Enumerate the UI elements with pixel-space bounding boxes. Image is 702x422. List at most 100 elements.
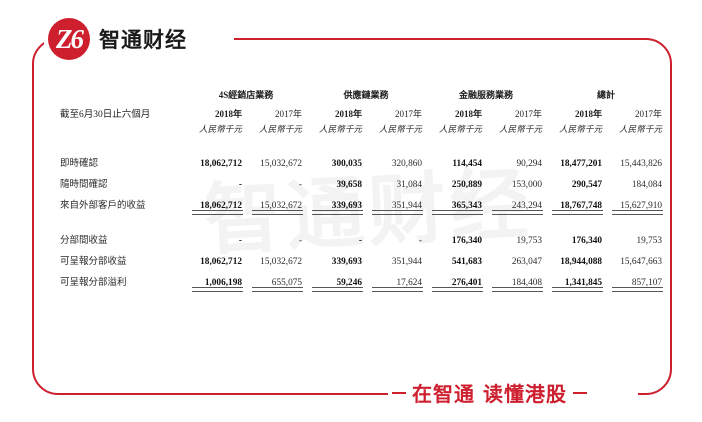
group-header-3: 總計 — [597, 90, 616, 100]
row-label: 即時確認 — [60, 158, 99, 169]
frame-gap-top — [44, 28, 234, 50]
table-cell: 19,753 — [516, 235, 543, 246]
table-row: 分部間收益 - - - - 176,340 19,753 176,340 19,753 — [60, 228, 666, 249]
footer-tagline: 在智通 读懂港股 — [392, 378, 587, 407]
table-cell: 18,477,201 — [560, 158, 603, 169]
financial-table-container: 4S經銷店業務 供應鏈業務 金融服務業務 總計 截至6月30日止六個月 2018… — [60, 88, 666, 292]
table-cell: 114,454 — [452, 158, 483, 169]
table-cell: 18,062,712 — [200, 158, 242, 169]
table-cell: 655,075 — [246, 270, 306, 292]
table-cell: 541,683 — [451, 256, 483, 267]
table-cell: 18,062,712 — [200, 256, 242, 267]
table-cell: 39,658 — [336, 179, 363, 190]
year-header-row: 截至6月30日止六個月 2018年 2017年 2018年 2017年 2018… — [60, 106, 666, 123]
table-cell: 15,032,672 — [260, 256, 303, 267]
table-cell: 176,340 — [571, 235, 603, 246]
logo-glyph: Z6 — [56, 23, 84, 54]
table-cell: 18,944,088 — [560, 256, 603, 267]
table-cell: 18,767,748 — [546, 193, 606, 215]
table-cell: 276,401 — [426, 270, 486, 292]
table-cell: - — [298, 235, 303, 246]
year-header-7: 2017年 — [635, 109, 663, 119]
tagline-dash-left — [392, 391, 406, 394]
period-label: 截至6月30日止六個月 — [60, 110, 151, 120]
unit-header-6: 人民幣千元 — [559, 124, 603, 134]
table-cell: 1,006,198 — [186, 270, 246, 292]
year-header-5: 2017年 — [515, 109, 543, 119]
table-cell: 184,408 — [486, 270, 546, 292]
table-row: 可呈報分部收益 18,062,712 15,032,672 339,693 351,94… — [60, 249, 666, 270]
table-spacer-row — [60, 214, 666, 228]
table-cell: 59,246 — [306, 270, 366, 292]
unit-header-7: 人民幣千元 — [619, 124, 663, 134]
table-cell: 153,000 — [511, 179, 543, 190]
table-cell: 365,343 — [426, 193, 486, 215]
unit-header-0: 人民幣千元 — [199, 124, 242, 134]
group-header-0: 4S經銷店業務 — [218, 90, 274, 100]
group-header-row: 4S經銷店業務 供應鏈業務 金融服務業務 總計 — [60, 88, 666, 106]
year-header-6: 2018年 — [575, 109, 603, 119]
group-header-1: 供應鏈業務 — [343, 90, 389, 100]
table-cell: 90,294 — [516, 158, 543, 169]
table-cell: 339,693 — [331, 256, 363, 267]
table-cell: 17,624 — [366, 270, 426, 292]
table-cell: 18,062,712 — [186, 193, 246, 215]
tagline-text: 在智通 读懂港股 — [412, 382, 567, 406]
unit-header-4: 人民幣千元 — [439, 124, 483, 134]
table-cell: 339,693 — [306, 193, 366, 215]
unit-header-3: 人民幣千元 — [379, 124, 423, 134]
brand-header: Z6 智通财经 — [48, 18, 187, 60]
table-cell: 857,107 — [606, 270, 666, 292]
unit-spacer — [60, 123, 186, 151]
table-row: 來自外部客戶的收益 18,062,712 15,032,672 339,693 351,… — [60, 193, 666, 215]
frame-gap-bottom — [388, 382, 638, 408]
year-header-4: 2018年 — [455, 109, 483, 119]
segment-report-table: 4S經銷店業務 供應鏈業務 金融服務業務 總計 截至6月30日止六個月 2018… — [60, 88, 666, 292]
table-cell: 15,443,826 — [620, 158, 663, 169]
table-cell: - — [298, 179, 303, 190]
brand-name: 智通财经 — [99, 28, 187, 52]
table-cell: 15,032,672 — [260, 158, 303, 169]
table-row: 隨時間確認 - - 39,658 31,084 250,889 153,000 290,547… — [60, 172, 666, 193]
zhitong-logo-icon: Z6 — [48, 18, 90, 60]
row-label: 來自外部客戶的收益 — [60, 200, 146, 211]
table-cell: 15,627,910 — [606, 193, 666, 215]
table-cell: 351,944 — [391, 256, 423, 267]
year-header-3: 2017年 — [395, 109, 423, 119]
table-cell: 15,647,663 — [620, 256, 663, 267]
table-head: 4S經銷店業務 供應鏈業務 金融服務業務 總計 截至6月30日止六個月 2018… — [60, 88, 666, 151]
table-body: 即時確認 18,062,712 15,032,672 300,035 320,860 11… — [60, 151, 666, 292]
table-cell: 15,032,672 — [246, 193, 306, 215]
year-header-1: 2017年 — [275, 109, 303, 119]
row-label: 可呈報分部收益 — [60, 256, 127, 267]
row-label: 可呈報分部溢利 — [60, 277, 127, 288]
table-cell: 351,944 — [366, 193, 426, 215]
unit-header-row: 人民幣千元 人民幣千元 人民幣千元 人民幣千元 人民幣千元 人民幣千元 人民幣千… — [60, 123, 666, 151]
tagline-dash-right — [572, 391, 587, 394]
table-cell: 176,340 — [451, 235, 483, 246]
table-cell: 263,047 — [511, 256, 543, 267]
year-header-0: 2018年 — [214, 109, 242, 119]
table-cell: 1,341,845 — [546, 270, 606, 292]
group-header-2: 金融服務業務 — [459, 90, 514, 100]
table-cell: 290,547 — [571, 179, 603, 190]
table-cell: 184,084 — [631, 179, 663, 190]
table-cell: - — [358, 235, 363, 246]
group-header-spacer — [60, 88, 186, 106]
table-cell: 19,753 — [636, 235, 663, 246]
row-label: 分部間收益 — [60, 235, 108, 246]
table-cell: 243,294 — [486, 193, 546, 215]
table-cell: - — [238, 235, 242, 246]
unit-header-2: 人民幣千元 — [319, 124, 363, 134]
unit-header-5: 人民幣千元 — [499, 124, 543, 134]
unit-header-1: 人民幣千元 — [259, 124, 303, 134]
year-header-2: 2018年 — [335, 109, 363, 119]
table-row: 可呈報分部溢利 1,006,198 655,075 59,246 17,624 276,4… — [60, 270, 666, 292]
table-cell: 300,035 — [331, 158, 363, 169]
table-row: 即時確認 18,062,712 15,032,672 300,035 320,860 11… — [60, 151, 666, 172]
row-label: 隨時間確認 — [60, 179, 108, 190]
table-cell: - — [418, 235, 423, 246]
table-spacer-cell — [60, 214, 666, 228]
table-cell: 31,084 — [396, 179, 423, 190]
table-cell: 320,860 — [391, 158, 423, 169]
